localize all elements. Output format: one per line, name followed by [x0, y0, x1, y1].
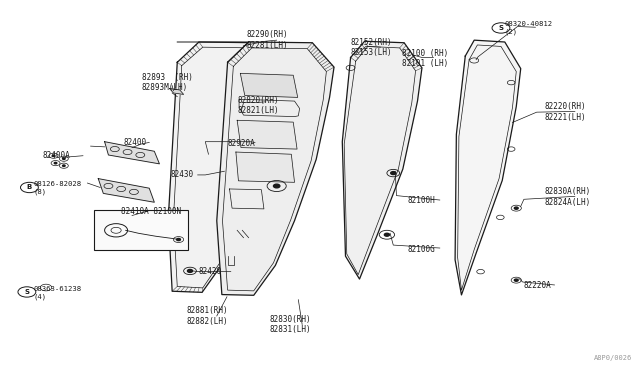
- Circle shape: [273, 184, 280, 188]
- Circle shape: [385, 233, 390, 236]
- Text: A8P0/0026: A8P0/0026: [594, 355, 632, 361]
- Circle shape: [63, 158, 65, 160]
- Polygon shape: [236, 152, 294, 182]
- Text: S: S: [24, 289, 29, 295]
- Text: 82430: 82430: [170, 170, 193, 179]
- Text: B: B: [27, 185, 32, 190]
- Circle shape: [177, 238, 180, 241]
- Circle shape: [515, 279, 518, 281]
- Text: 82100 (RH)
82101 (LH): 82100 (RH) 82101 (LH): [401, 49, 448, 68]
- Circle shape: [515, 207, 518, 209]
- Circle shape: [188, 269, 193, 272]
- Text: 82420: 82420: [199, 267, 222, 276]
- Polygon shape: [99, 179, 154, 202]
- Text: 82830(RH)
82831(LH): 82830(RH) 82831(LH): [269, 315, 310, 334]
- Bar: [94, 210, 188, 250]
- Text: 82220A: 82220A: [524, 281, 552, 290]
- Text: 82410A 82100N: 82410A 82100N: [121, 206, 181, 216]
- Polygon shape: [168, 42, 278, 292]
- Polygon shape: [342, 41, 422, 279]
- Text: 82152(RH)
82153(LH): 82152(RH) 82153(LH): [351, 38, 392, 57]
- Polygon shape: [170, 89, 184, 94]
- Polygon shape: [237, 120, 297, 149]
- Text: 82400: 82400: [124, 138, 147, 147]
- Text: 82893  (RH)
82893M(LH): 82893 (RH) 82893M(LH): [141, 73, 193, 92]
- Text: 82881(RH)
82882(LH): 82881(RH) 82882(LH): [186, 306, 228, 326]
- Circle shape: [63, 165, 65, 166]
- Circle shape: [52, 155, 55, 157]
- Text: 82220(RH)
82221(LH): 82220(RH) 82221(LH): [544, 102, 586, 122]
- Polygon shape: [241, 73, 298, 97]
- Polygon shape: [104, 142, 159, 164]
- Text: 08320-40812
(2): 08320-40812 (2): [505, 21, 553, 35]
- Polygon shape: [217, 42, 334, 295]
- Circle shape: [54, 162, 57, 164]
- Text: 82100H: 82100H: [408, 196, 436, 205]
- Text: 82290(RH)
82281(LH): 82290(RH) 82281(LH): [246, 31, 289, 50]
- Circle shape: [391, 171, 396, 174]
- Polygon shape: [455, 40, 521, 295]
- Text: 08363-61238
(4): 08363-61238 (4): [33, 286, 81, 300]
- Text: 82400A: 82400A: [43, 151, 70, 160]
- Text: 82830A(RH)
82824A(LH): 82830A(RH) 82824A(LH): [544, 187, 591, 207]
- Text: S: S: [499, 25, 504, 31]
- Text: 08126-82028
(8): 08126-82028 (8): [33, 181, 81, 195]
- Text: 82100G: 82100G: [408, 245, 436, 254]
- Text: 82820(RH)
82821(LH): 82820(RH) 82821(LH): [237, 96, 279, 115]
- Text: 82920A: 82920A: [228, 139, 255, 148]
